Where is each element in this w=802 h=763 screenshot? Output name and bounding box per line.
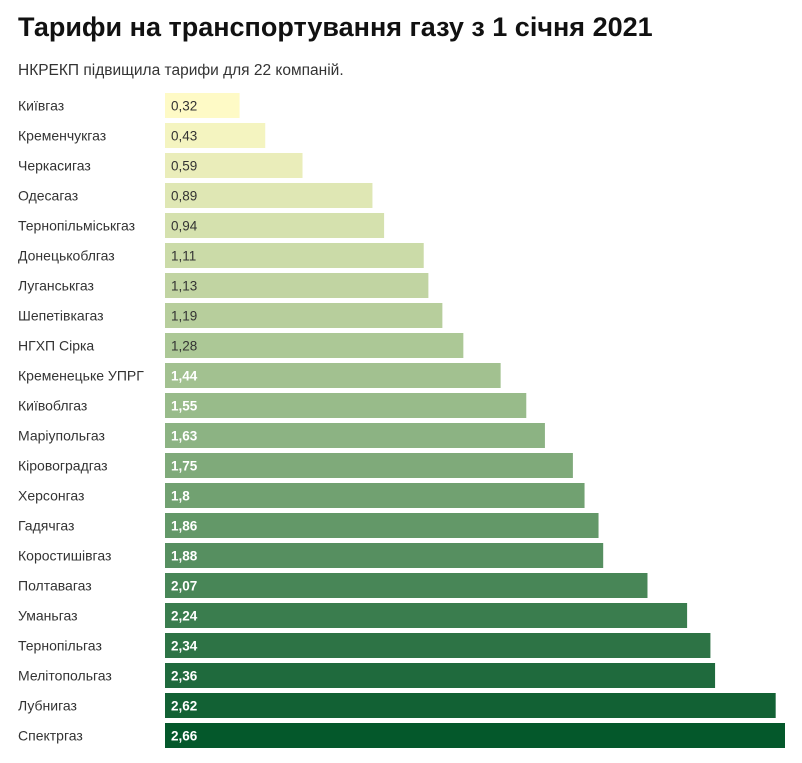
value-label: 1,75 xyxy=(171,459,198,474)
chart-subtitle: НКРЕКП підвищила тарифи для 22 компаній. xyxy=(18,62,344,79)
category-label: Кіровоградгаз xyxy=(18,458,108,474)
category-label: Херсонгаз xyxy=(18,488,84,504)
bar xyxy=(165,573,648,598)
category-label: Кременчукгаз xyxy=(18,128,106,144)
bar xyxy=(165,693,776,718)
bar-row: Шепетівкагаз 1,19 xyxy=(18,303,443,328)
category-label: НГХП Сірка xyxy=(18,338,94,354)
bar xyxy=(165,213,385,238)
bar-row: Уманьгаз 2,24 xyxy=(18,603,688,628)
bar-row: Київоблгаз 1,55 xyxy=(18,393,527,418)
bar xyxy=(165,453,573,478)
value-label: 1,63 xyxy=(171,429,198,444)
value-label: 1,44 xyxy=(171,369,198,384)
value-label: 2,62 xyxy=(171,699,197,714)
category-label: Мелітопольгаз xyxy=(18,668,112,684)
category-label: Одесагаз xyxy=(18,188,78,204)
bar-row: Тернопільміськгаз 0,94 xyxy=(18,213,385,238)
bar-row: Кіровоградгаз 1,75 xyxy=(18,453,573,478)
value-label: 1,86 xyxy=(171,519,198,534)
bar xyxy=(165,543,604,568)
category-label: Київоблгаз xyxy=(18,398,87,414)
category-label: Шепетівкагаз xyxy=(18,308,104,324)
bar-row: Гадячгаз 1,86 xyxy=(18,513,599,538)
value-label: 1,55 xyxy=(171,399,198,414)
bar xyxy=(165,723,785,748)
category-label: Київгаз xyxy=(18,98,64,114)
value-label: 0,94 xyxy=(171,219,198,234)
bar-row: Херсонгаз 1,8 xyxy=(18,483,585,508)
bar xyxy=(165,423,545,448)
bar xyxy=(165,393,527,418)
category-label: Гадячгаз xyxy=(18,518,74,534)
value-label: 2,66 xyxy=(171,729,198,744)
value-label: 0,89 xyxy=(171,189,197,204)
bar-row: Коростишівгаз 1,88 xyxy=(18,543,604,568)
bar xyxy=(165,93,240,118)
category-label: Тернопільгаз xyxy=(18,638,102,654)
category-label: Спектргаз xyxy=(18,728,83,744)
bar-row: Кременчукгаз 0,43 xyxy=(18,123,266,148)
bar-row: Тернопільгаз 2,34 xyxy=(18,633,711,658)
bar-row: Кременецьке УПРГ 1,44 xyxy=(18,363,501,388)
category-label: Полтавагаз xyxy=(18,578,92,594)
category-label: Маріупольгаз xyxy=(18,428,105,444)
category-label: Лубнигаз xyxy=(18,698,77,714)
category-label: Кременецьке УПРГ xyxy=(18,368,144,384)
category-label: Луганськгаз xyxy=(18,278,94,294)
bar xyxy=(165,243,424,268)
value-label: 0,59 xyxy=(171,159,197,174)
bar xyxy=(165,303,443,328)
bar xyxy=(165,363,501,388)
bar xyxy=(165,153,303,178)
bar-row: Маріупольгаз 1,63 xyxy=(18,423,545,448)
bar-row: Лубнигаз 2,62 xyxy=(18,693,776,718)
value-label: 1,19 xyxy=(171,309,197,324)
value-label: 2,34 xyxy=(171,639,198,654)
bar xyxy=(165,273,429,298)
value-label: 0,32 xyxy=(171,99,197,114)
category-label: Коростишівгаз xyxy=(18,548,111,564)
category-label: Уманьгаз xyxy=(18,608,78,624)
value-label: 2,36 xyxy=(171,669,198,684)
value-label: 1,8 xyxy=(171,489,190,504)
bar-row: Одесагаз 0,89 xyxy=(18,183,373,208)
bar-row: Черкасигаз 0,59 xyxy=(18,153,303,178)
bar-row: Київгаз 0,32 xyxy=(18,93,240,118)
value-label: 2,24 xyxy=(171,609,198,624)
bar-row: НГХП Сірка 1,28 xyxy=(18,333,464,358)
bar-row: Спектргаз 2,66 xyxy=(18,723,785,748)
bar-row: Полтавагаз 2,07 xyxy=(18,573,648,598)
bar-row: Мелітопольгаз 2,36 xyxy=(18,663,716,688)
bar-row: Луганськгаз 1,13 xyxy=(18,273,429,298)
bar xyxy=(165,633,711,658)
value-label: 1,13 xyxy=(171,279,197,294)
bar xyxy=(165,333,464,358)
value-label: 1,88 xyxy=(171,549,198,564)
bar-row: Донецькоблгаз 1,11 xyxy=(18,243,424,268)
bar xyxy=(165,123,266,148)
value-label: 1,28 xyxy=(171,339,197,354)
value-label: 2,07 xyxy=(171,579,197,594)
value-label: 0,43 xyxy=(171,129,197,144)
category-label: Тернопільміськгаз xyxy=(18,218,135,234)
category-label: Черкасигаз xyxy=(18,158,91,174)
bar xyxy=(165,603,688,628)
bar xyxy=(165,663,716,688)
chart-title: Тарифи на транспортування газу з 1 січня… xyxy=(18,12,653,42)
category-label: Донецькоблгаз xyxy=(18,248,115,264)
bar xyxy=(165,183,373,208)
value-label: 1,11 xyxy=(171,249,196,264)
bar xyxy=(165,483,585,508)
bar xyxy=(165,513,599,538)
